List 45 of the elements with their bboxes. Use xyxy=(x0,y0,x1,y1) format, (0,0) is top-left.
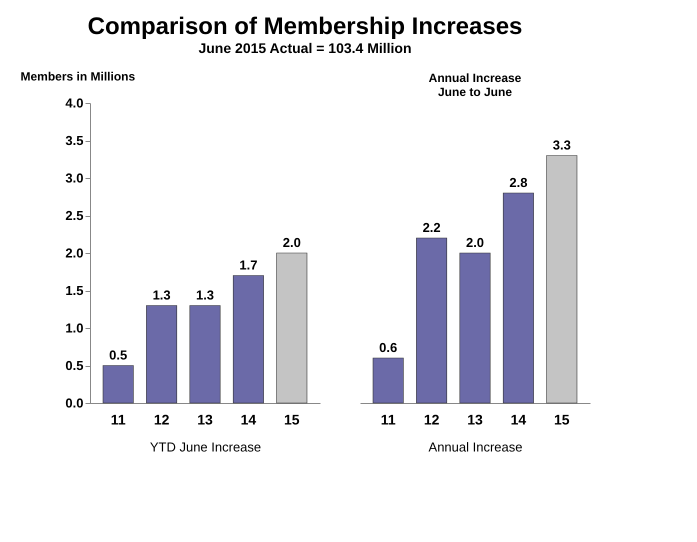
y-tick-label: 3.0 xyxy=(65,170,84,186)
x-axis-title: Annual Increase xyxy=(428,440,522,454)
x-tick-label: 12 xyxy=(424,412,440,428)
chart-title: Annual Increase June to June xyxy=(428,71,522,99)
y-axis-title: Members in Millions xyxy=(20,70,136,84)
bar xyxy=(232,275,264,404)
x-tick-label: 11 xyxy=(380,412,396,428)
x-tick-label: 15 xyxy=(554,412,570,428)
data-label: 2.2 xyxy=(422,220,441,235)
data-label: 1.3 xyxy=(152,288,171,302)
x-tick-label: 13 xyxy=(467,412,483,428)
x-tick-label: 11 xyxy=(110,412,126,428)
data-label: 1.7 xyxy=(239,258,258,272)
bar xyxy=(276,252,308,404)
bar xyxy=(502,192,534,404)
y-tick-label: 2.0 xyxy=(65,246,84,260)
x-tick-label: 13 xyxy=(197,412,213,428)
chart-title: Comparison of Membership Increases xyxy=(88,13,522,40)
y-tick-label: 0.5 xyxy=(65,358,84,373)
data-label: 3.3 xyxy=(552,138,571,152)
bar xyxy=(416,238,448,404)
x-tick-label: 14 xyxy=(510,412,526,428)
y-tick-label: 1.5 xyxy=(65,283,84,298)
bar xyxy=(190,305,220,404)
data-label: 2.0 xyxy=(282,235,301,250)
data-label: 0.5 xyxy=(109,348,128,362)
x-tick-label: 12 xyxy=(154,412,170,428)
data-label: 2.8 xyxy=(509,175,528,190)
x-tick-label: 14 xyxy=(240,412,256,428)
y-tick-label: 3.5 xyxy=(65,133,84,148)
y-tick-label: 0.0 xyxy=(65,396,84,410)
bar xyxy=(146,305,178,404)
data-label: 2.0 xyxy=(466,235,484,250)
bar xyxy=(102,365,134,404)
y-tick-label: 4.0 xyxy=(65,96,84,110)
data-label: 0.6 xyxy=(379,340,398,355)
data-label: 1.3 xyxy=(196,288,214,302)
x-tick-label: 15 xyxy=(284,412,300,428)
y-tick-label: 2.5 xyxy=(65,208,84,223)
x-axis-title: YTD June Increase xyxy=(150,440,262,454)
chart-subtitle: June 2015 Actual = 103.4 Million xyxy=(198,40,412,56)
bar xyxy=(372,358,404,404)
y-tick-label: 1.0 xyxy=(65,320,84,336)
bar xyxy=(546,155,578,404)
bar xyxy=(460,252,490,404)
